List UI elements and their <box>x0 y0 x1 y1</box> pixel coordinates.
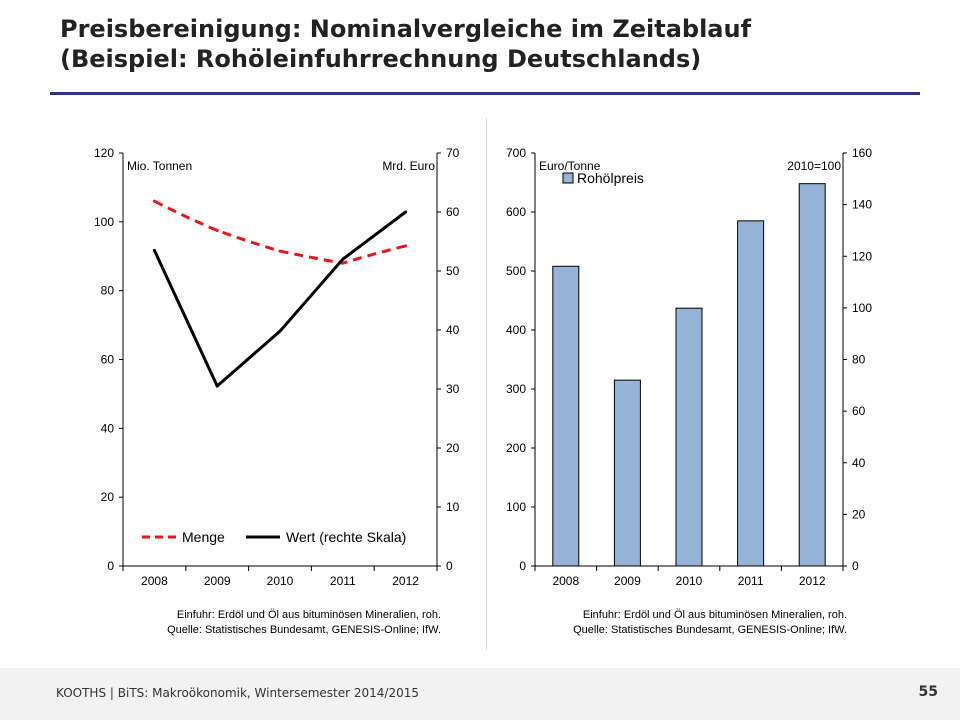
left-chart-right-tick-label: 70 <box>446 146 460 160</box>
legend-swatch-rohoelpreis <box>562 172 574 184</box>
data-point-wert <box>278 329 282 333</box>
right-chart-left-tick-label: 500 <box>506 264 526 278</box>
right-chart-right-tick-label: 0 <box>852 559 859 573</box>
right-chart-x-tick-label: 2008 <box>552 574 579 588</box>
left-chart-right-tick-label: 20 <box>446 441 460 455</box>
data-point-menge <box>152 199 156 203</box>
slide-title: Preisbereinigung: Nominalvergleiche im Z… <box>60 14 940 74</box>
page-number: 55 <box>918 684 938 700</box>
right-chart-x-tick-label: 2011 <box>738 574 764 588</box>
bar-2011 <box>737 220 765 567</box>
left-chart-note: Einfuhr: Erdöl und Öl aus bituminösen Mi… <box>177 609 441 621</box>
right-chart-left-tick-label: 300 <box>506 382 526 396</box>
right-chart-x-tick-label: 2010 <box>676 574 703 588</box>
data-point-wert <box>152 248 156 252</box>
left-chart-x-tick-label: 2009 <box>204 574 231 588</box>
right-chart-right-tick-label: 100 <box>852 301 872 315</box>
slide-title-line-2: (Beispiel: Rohöleinfuhrrechnung Deutschl… <box>60 45 702 73</box>
slide-title-line-1: Preisbereinigung: Nominalvergleiche im Z… <box>60 15 752 43</box>
series-line-wert <box>153 210 407 388</box>
right-chart-x-tick-label: 2009 <box>614 574 641 588</box>
right-chart-left-tick-label: 700 <box>506 146 526 160</box>
oil-price-bar-chart: 0 100 200 300 400 500 600 700 0 20 40 60 80 100 120 140… <box>506 146 872 636</box>
data-point-wert <box>215 384 219 388</box>
data-point-menge <box>215 228 219 232</box>
footer-text: KOOTHS | BiTS: Makroökonomik, Winterseme… <box>56 686 420 700</box>
left-chart-left-tick-label: 0 <box>107 559 114 573</box>
bar-2009 <box>613 379 641 567</box>
series-line-menge <box>153 199 406 265</box>
right-chart-left-tick-label: 600 <box>506 205 526 219</box>
bar-2008 <box>552 265 580 567</box>
bar-2012 <box>798 183 826 567</box>
right-chart-note: Quelle: Statistisches Bundesamt, GENESIS… <box>573 624 847 636</box>
right-chart-left-tick-label: 0 <box>519 559 526 573</box>
right-chart-left-tick-label: 400 <box>506 323 526 337</box>
right-chart-x-tick-label: 2012 <box>799 574 826 588</box>
title-underline <box>50 92 920 95</box>
right-chart-left-tick-label: 100 <box>506 500 526 514</box>
right-chart-right-tick-label: 20 <box>852 507 866 521</box>
right-chart-note: Einfuhr: Erdöl und Öl aus bituminösen Mi… <box>583 609 847 621</box>
data-point-menge <box>341 261 345 265</box>
right-chart-right-tick-label: 160 <box>852 146 872 160</box>
right-chart-left-axis-label: Euro/Tonne <box>539 159 601 173</box>
left-chart-x-tick-label: 2008 <box>141 574 168 588</box>
left-chart-left-tick-label: 60 <box>101 353 115 367</box>
left-chart-left-tick-label: 80 <box>101 284 115 298</box>
left-chart-left-tick-label: 100 <box>94 215 114 229</box>
quantity-value-line-chart: 0 20 40 60 80 100 120 0 10 20 30 40 50 60 70 2008 2009 20… <box>94 146 460 636</box>
right-chart-right-tick-label: 140 <box>852 198 872 212</box>
legend-label-wert: Wert (rechte Skala) <box>286 529 406 545</box>
footer-band <box>0 668 960 720</box>
data-point-menge <box>278 249 282 253</box>
data-point-wert <box>341 257 345 261</box>
left-chart-x-tick-label: 2012 <box>392 574 419 588</box>
right-chart-right-tick-label: 120 <box>852 249 872 263</box>
left-chart-x-tick-label: 2010 <box>267 574 294 588</box>
legend-label-rohoelpreis: Rohölpreis <box>577 170 644 186</box>
left-chart-left-tick-label: 40 <box>101 421 115 435</box>
left-chart-right-tick-label: 30 <box>446 382 460 396</box>
left-chart-right-tick-label: 60 <box>446 205 460 219</box>
panel-divider <box>486 118 487 650</box>
left-chart-right-tick-label: 0 <box>446 559 453 573</box>
left-chart-right-tick-label: 10 <box>446 500 460 514</box>
bar-2010 <box>675 307 703 567</box>
right-chart-left-tick-label: 200 <box>506 441 526 455</box>
left-chart-note: Quelle: Statistisches Bundesamt, GENESIS… <box>167 624 441 636</box>
data-point-menge <box>404 244 408 248</box>
right-chart-right-axis-label: 2010=100 <box>787 159 841 173</box>
left-chart-right-axis-label: Mrd. Euro <box>382 159 435 173</box>
left-chart-right-tick-label: 50 <box>446 264 460 278</box>
right-chart-right-tick-label: 60 <box>852 404 866 418</box>
legend-label-menge: Menge <box>182 529 225 545</box>
data-point-wert <box>404 210 408 214</box>
left-chart-x-tick-label: 2011 <box>330 574 356 588</box>
left-chart-right-tick-label: 40 <box>446 323 460 337</box>
right-chart-right-tick-label: 40 <box>852 456 866 470</box>
right-chart-right-tick-label: 80 <box>852 353 866 367</box>
left-chart-left-tick-label: 20 <box>101 490 115 504</box>
left-chart-left-tick-label: 120 <box>94 146 114 160</box>
left-chart-left-axis-label: Mio. Tonnen <box>127 159 192 173</box>
